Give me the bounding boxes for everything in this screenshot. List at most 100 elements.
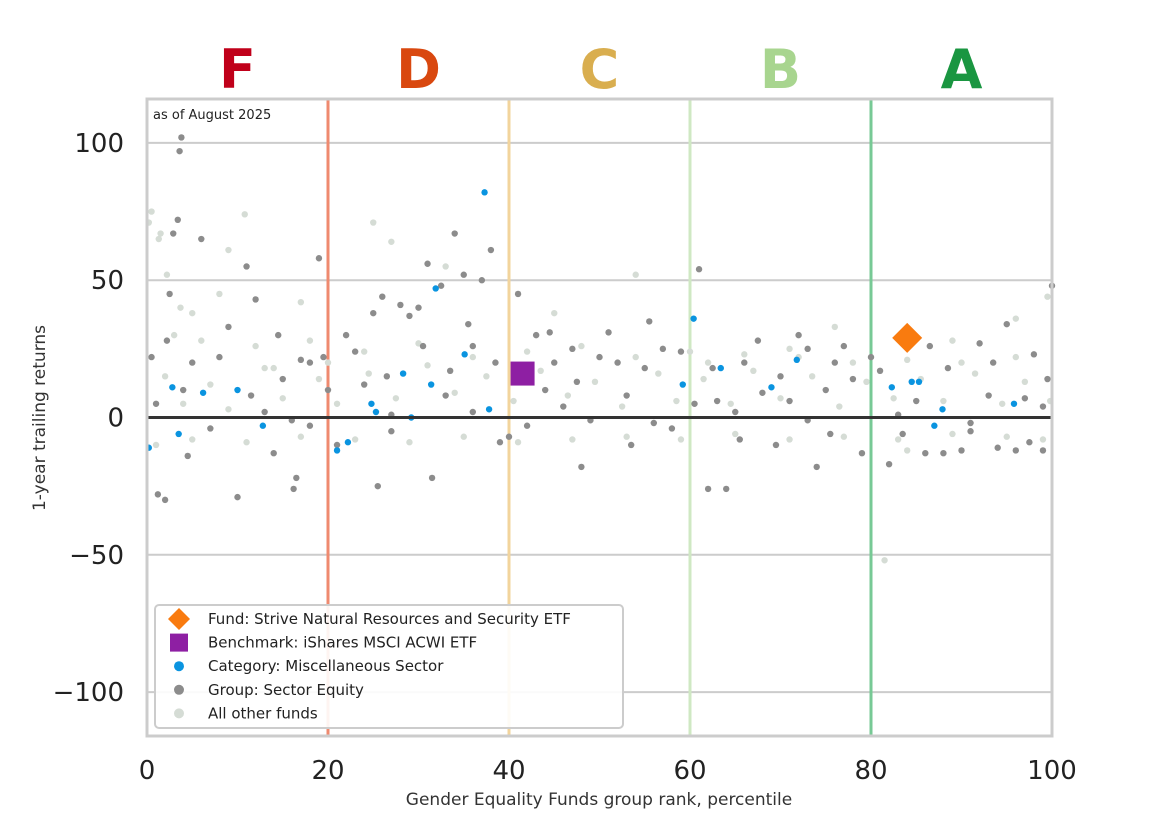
- other-fund-point: [163, 271, 171, 278]
- group-point: [154, 491, 162, 498]
- other-fund-point: [786, 345, 793, 353]
- other-fund-point: [170, 331, 178, 339]
- group-point: [967, 428, 974, 435]
- as-of-note: as of August 2025: [153, 108, 271, 123]
- other-fund-point: [673, 397, 680, 405]
- group-point: [163, 337, 171, 344]
- other-fund-point: [148, 208, 155, 215]
- legend-marker-benchmark: [170, 633, 188, 652]
- other-fund-point: [777, 395, 784, 402]
- group-point: [152, 400, 160, 407]
- other-fund-point: [1003, 433, 1010, 440]
- group-point: [804, 345, 811, 353]
- group-point: [695, 266, 703, 273]
- group-point: [198, 235, 205, 243]
- group-point: [958, 447, 965, 454]
- group-point: [759, 389, 766, 396]
- other-fund-point: [333, 400, 341, 407]
- other-fund-point: [840, 433, 848, 440]
- group-point: [944, 364, 952, 372]
- other-fund-point: [578, 342, 585, 350]
- group-point: [437, 282, 445, 289]
- other-fund-point: [1044, 293, 1051, 300]
- group-point: [324, 386, 332, 394]
- group-point: [704, 485, 712, 493]
- other-fund-point: [632, 271, 639, 278]
- group-point: [641, 364, 648, 372]
- group-point: [415, 304, 422, 311]
- other-fund-point: [297, 298, 305, 306]
- group-point: [424, 260, 431, 267]
- other-fund-point: [890, 395, 897, 402]
- other-fund-point: [189, 436, 196, 443]
- other-fund-point: [700, 375, 707, 383]
- group-point: [279, 375, 286, 383]
- group-point: [216, 353, 223, 361]
- y-tick-label: 0: [107, 404, 124, 434]
- group-point: [225, 323, 232, 331]
- category-point: [333, 447, 341, 454]
- group-point: [505, 433, 513, 440]
- category-point: [485, 406, 493, 413]
- other-fund-point: [365, 370, 372, 377]
- other-fund-point: [189, 309, 196, 317]
- legend-marker-fund: [168, 608, 190, 630]
- other-fund-point: [940, 397, 947, 405]
- other-fund-point: [324, 359, 332, 366]
- group-point: [732, 408, 739, 416]
- other-fund-point: [732, 430, 739, 438]
- other-fund-point: [361, 348, 368, 355]
- category-point: [690, 315, 697, 322]
- group-point: [985, 392, 992, 399]
- other-fund-point: [241, 211, 248, 218]
- group-point: [1044, 375, 1051, 383]
- other-fund-point: [1012, 315, 1019, 322]
- group-point: [546, 329, 553, 336]
- group-point: [174, 216, 181, 224]
- group-point: [627, 441, 635, 449]
- other-fund-point: [1012, 353, 1019, 361]
- other-fund-point: [786, 436, 793, 443]
- other-fund-point: [949, 430, 956, 438]
- group-point: [754, 337, 762, 344]
- group-point: [723, 485, 730, 493]
- group-point: [406, 312, 413, 320]
- other-fund-point: [510, 397, 517, 405]
- group-point: [442, 392, 449, 399]
- category-point: [768, 384, 775, 391]
- group-point: [940, 449, 947, 457]
- other-fund-point: [971, 370, 979, 377]
- group-point: [306, 422, 314, 429]
- other-fund-point: [252, 342, 259, 350]
- legend: Fund: Strive Natural Resources and Secur…: [154, 604, 624, 729]
- group-point: [161, 496, 169, 504]
- group-point: [207, 425, 214, 432]
- group-point: [361, 381, 368, 388]
- other-fund-point: [460, 433, 467, 440]
- other-fund-point: [306, 337, 314, 344]
- group-point: [976, 340, 983, 347]
- other-fund-point: [881, 557, 888, 564]
- other-fund-point: [514, 439, 522, 446]
- group-point: [478, 277, 486, 284]
- x-axis-label: Gender Equality Funds group rank, percen…: [406, 790, 792, 810]
- group-point: [419, 342, 427, 350]
- group-point: [994, 444, 1001, 451]
- category-point: [368, 400, 375, 407]
- category-point: [259, 422, 267, 429]
- fund-point: [892, 322, 923, 353]
- group-point: [777, 373, 784, 380]
- other-fund-point: [523, 348, 531, 355]
- legend-label: Fund: Strive Natural Resources and Secur…: [208, 610, 571, 628]
- other-fund-point: [836, 403, 843, 410]
- group-point: [1026, 439, 1033, 446]
- other-fund-point: [623, 433, 630, 440]
- group-point: [827, 430, 834, 438]
- group-point: [913, 397, 920, 405]
- category-point: [169, 384, 176, 391]
- group-point: [342, 331, 350, 339]
- group-point: [822, 386, 829, 394]
- group-point: [189, 359, 196, 366]
- category-point: [717, 364, 724, 372]
- other-fund-point: [315, 375, 323, 383]
